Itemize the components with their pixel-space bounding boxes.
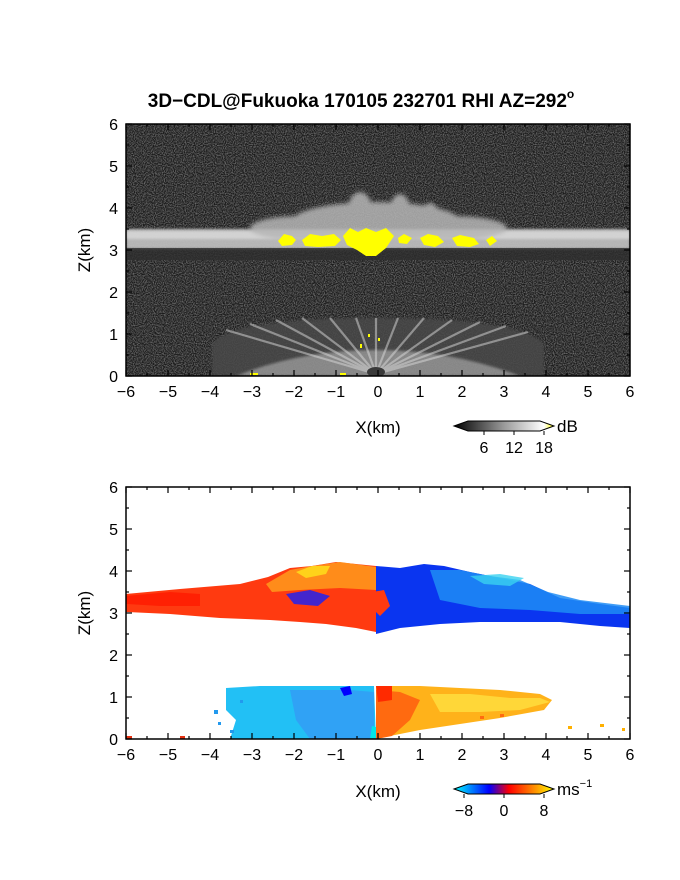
backscatter-colorbar-tick-label: 18: [535, 440, 553, 457]
backscatter-colorbar-tick-label: 6: [480, 440, 489, 457]
backscatter-x-tick-label: 2: [458, 384, 467, 401]
figure-title: 3D−CDL@Fukuoka 170105 232701 RHI AZ=292o: [148, 87, 575, 112]
velocity-boundary-west: [214, 686, 380, 739]
backscatter-x-tick-label: −4: [201, 384, 219, 401]
backscatter-y-tick-label: 4: [109, 201, 118, 218]
velocity-x-tick-label: −1: [327, 747, 345, 764]
velocity-cloud-west: [126, 562, 376, 632]
velocity-colorbar-ticks: −8 0 8: [455, 794, 549, 820]
backscatter-x-tick-label: 3: [500, 384, 509, 401]
velocity-x-tick-label: 1: [416, 747, 425, 764]
title-text: 3D−CDL@Fukuoka 170105 232701 RHI AZ=292: [148, 91, 567, 112]
backscatter-axes: −6 −5 −4 −3 −2 −1 0 1 2 3 4 5 6 0 1 2 3 4 5 6: [109, 117, 634, 401]
velocity-colorbar-unit-exponent: −1: [580, 778, 593, 790]
velocity-colorbar-tick-label: −8: [455, 803, 473, 820]
cloud-plumes: [250, 192, 507, 242]
backscatter-ylabel: Z(km): [75, 228, 94, 272]
velocity-xlabel: X(km): [355, 782, 400, 801]
velocity-x-tick-label: −4: [201, 747, 219, 764]
backscatter-y-tick-label: 5: [109, 159, 118, 176]
velocity-x-tick-label: 3: [500, 747, 509, 764]
velocity-x-tick-label: 6: [626, 747, 635, 764]
backscatter-x-tick-label: 6: [626, 384, 635, 401]
velocity-colorbar-tick-label: 8: [540, 803, 549, 820]
velocity-x-tick-label: 5: [584, 747, 593, 764]
backscatter-y-tick-label: 2: [109, 285, 118, 302]
velocity-cloud-east: [370, 564, 630, 634]
velocity-image: [126, 487, 630, 739]
velocity-y-tick-label: 1: [109, 690, 118, 707]
velocity-y-tick-label: 0: [109, 732, 118, 749]
velocity-axes: −6 −5 −4 −3 −2 −1 0 1 2 3 4 5 6 0 1 2 3 4 5 6: [109, 480, 634, 764]
velocity-x-tick-label: −3: [243, 747, 261, 764]
backscatter-colorbar-unit: dB: [557, 417, 578, 436]
velocity-colorbar-bar: [452, 783, 556, 795]
backscatter-x-tick-label: 5: [584, 384, 593, 401]
boundary-strong-echo: [250, 334, 380, 375]
backscatter-y-tick-label: 0: [109, 369, 118, 386]
velocity-x-tick-label: −5: [159, 747, 177, 764]
backscatter-x-tick-label: −1: [327, 384, 345, 401]
velocity-y-tick-label: 3: [109, 606, 118, 623]
title-superscript: o: [567, 87, 574, 101]
backscatter-colorbar-ticks: 6 12 18: [480, 431, 553, 457]
backscatter-x-tick-label: −2: [285, 384, 303, 401]
velocity-y-tick-label: 4: [109, 564, 118, 581]
backscatter-x-tick-label: 1: [416, 384, 425, 401]
backscatter-y-tick-label: 3: [109, 243, 118, 260]
origin-bright-spot: [367, 367, 385, 376]
velocity-x-tick-label: 2: [458, 747, 467, 764]
velocity-x-tick-label: −2: [285, 747, 303, 764]
backscatter-x-tick-label: −5: [159, 384, 177, 401]
backscatter-xlabel: X(km): [355, 418, 400, 437]
backscatter-x-tick-label: −3: [243, 384, 261, 401]
velocity-x-tick-label: 0: [374, 747, 383, 764]
backscatter-x-tick-label: 0: [374, 384, 383, 401]
velocity-x-tick-label: −6: [117, 747, 135, 764]
velocity-ylabel: Z(km): [75, 591, 94, 635]
backscatter-x-tick-label: −6: [117, 384, 135, 401]
velocity-colorbar-unit-base: ms: [557, 780, 580, 799]
velocity-y-tick-label: 6: [109, 480, 118, 497]
boundary-layer-fan: [212, 317, 544, 376]
backscatter-colorbar: dB 6 12 18: [452, 417, 578, 457]
velocity-y-tick-label: 5: [109, 522, 118, 539]
backscatter-x-tick-label: 4: [542, 384, 551, 401]
velocity-colorbar-tick-label: 0: [500, 803, 509, 820]
velocity-colorbar-unit: ms−1: [557, 778, 592, 799]
velocity-x-tick-label: 4: [542, 747, 551, 764]
velocity-boundary-east: [376, 686, 625, 739]
strong-echo-regions: [278, 228, 497, 256]
backscatter-y-tick-label: 6: [109, 117, 118, 134]
backscatter-image: [126, 124, 630, 376]
velocity-panel: −6 −5 −4 −3 −2 −1 0 1 2 3 4 5 6 0 1 2 3 4 5 6 X(km) Z(km) m…: [75, 480, 635, 820]
velocity-surface-returns: [126, 736, 185, 739]
velocity-y-tick-label: 2: [109, 648, 118, 665]
backscatter-colorbar-tick-label: 12: [505, 440, 523, 457]
velocity-colorbar: ms−1 −8 0 8: [452, 778, 592, 820]
backscatter-colorbar-bar: [452, 420, 556, 432]
backscatter-y-tick-label: 1: [109, 327, 118, 344]
